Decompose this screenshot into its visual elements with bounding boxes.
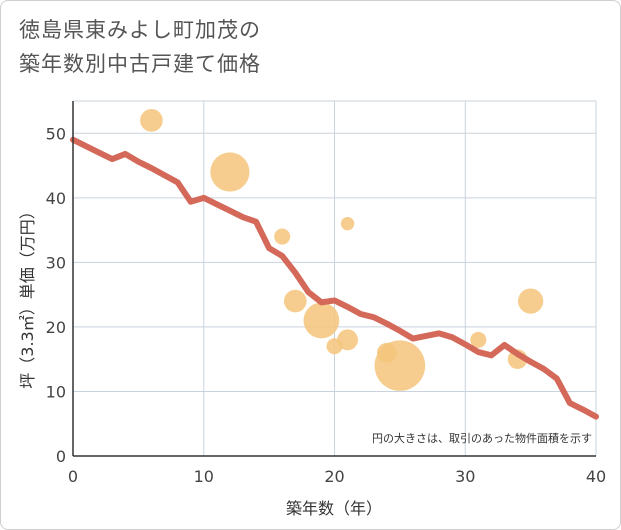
x-tick-label: 20	[324, 467, 344, 486]
y-tick-labels: 0 10 20 30 40 50	[46, 124, 66, 466]
bubble-point	[283, 289, 307, 313]
bubble-point	[210, 152, 250, 192]
chart-title-line-1: 徳島県東みよし町加茂の	[19, 18, 261, 42]
chart-title-line-2: 築年数別中古戸建て価格	[19, 52, 261, 76]
bubble-point	[374, 340, 426, 391]
axes	[72, 101, 596, 457]
x-tick-labels: 0 10 20 30 40	[68, 467, 606, 486]
bubble-point	[274, 228, 291, 245]
y-tick-label: 40	[46, 189, 66, 208]
y-tick-label: 10	[46, 382, 66, 401]
bubble-point	[470, 331, 487, 348]
bubble-point	[517, 288, 544, 314]
x-tick-label: 10	[194, 467, 214, 486]
y-tick-label: 50	[46, 124, 66, 143]
x-axis-label: 築年数（年）	[286, 499, 382, 518]
bubble-point	[140, 109, 163, 132]
y-tick-label: 0	[56, 447, 66, 466]
bubble-point	[337, 329, 359, 351]
trend-line	[70, 136, 599, 420]
bubble-point	[340, 216, 355, 231]
bubble-series	[140, 109, 544, 391]
size-legend-note: 円の大きさは、取引のあった物件面積を示す	[372, 431, 592, 445]
y-tick-label: 30	[46, 253, 66, 272]
x-tick-label: 40	[586, 467, 606, 486]
y-axis-label: 坪（3.3㎡）単価（万円）	[18, 203, 37, 388]
y-tick-label: 20	[46, 318, 66, 337]
x-tick-label: 30	[455, 467, 475, 486]
x-tick-label: 0	[68, 467, 78, 486]
chart-title: 徳島県東みよし町加茂の 築年数別中古戸建て価格	[19, 13, 261, 81]
bubble-point	[303, 302, 340, 339]
